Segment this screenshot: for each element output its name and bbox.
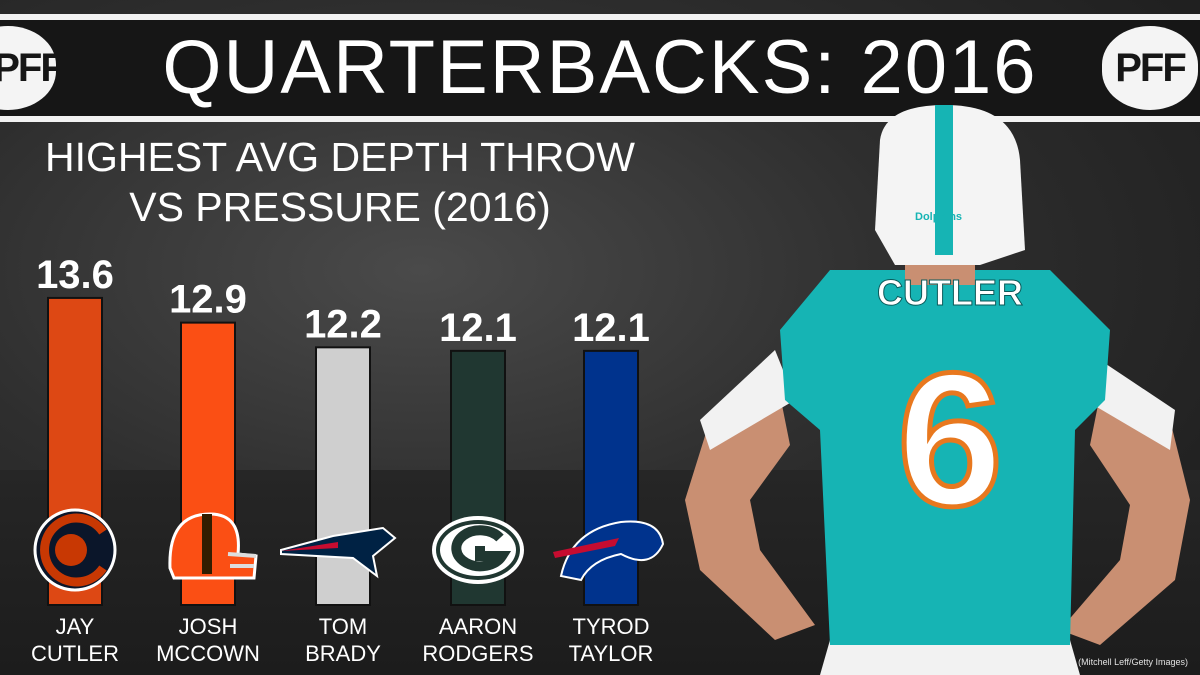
- bar-value-label: 13.6: [36, 253, 114, 297]
- pff-logo-text: PFF: [0, 45, 65, 90]
- bar-value-label: 12.1: [572, 306, 650, 350]
- bar-category-label: AARON: [439, 614, 517, 639]
- pff-logo-right: PFF: [1102, 26, 1198, 110]
- bar-tom-brady: [315, 346, 371, 606]
- chart-title: HIGHEST AVG DEPTH THROW VS PRESSURE (201…: [20, 132, 660, 232]
- chart-title-line-1: HIGHEST AVG DEPTH THROW: [44, 134, 635, 180]
- bar-category-label: RODGERS: [422, 641, 533, 666]
- jersey-name: CUTLER: [877, 272, 1023, 313]
- player-jersey: [780, 270, 1110, 645]
- photo-credit: (Mitchell Leff/Getty Images): [1078, 657, 1188, 667]
- bills-logo-icon: [553, 520, 665, 582]
- helmet-text: Dolphins: [915, 211, 962, 223]
- bar-category-label: JAY: [56, 614, 95, 639]
- bar-value-label: 12.1: [439, 306, 517, 350]
- bar-category-label: CUTLER: [31, 641, 119, 666]
- packers-logo-icon: [432, 516, 524, 584]
- bar-category-label: TAYLOR: [569, 641, 654, 666]
- patriots-logo-icon: [280, 526, 397, 579]
- player-left-sleeve: [700, 350, 795, 450]
- header-band: [0, 14, 1200, 122]
- bar-category-label: BRADY: [305, 641, 381, 666]
- player-shorts: [820, 640, 1080, 675]
- helmet-stripe: [935, 105, 953, 255]
- chart-title-line-2: VS PRESSURE (2016): [129, 184, 551, 230]
- bar-value-label: 12.2: [304, 302, 382, 346]
- bar-category-label: TOM: [319, 614, 367, 639]
- browns-helmet-icon: [168, 512, 258, 580]
- player-photo: Dolphins CUTLER 6: [685, 105, 1190, 675]
- page-title: QUARTERBACKS: 2016: [162, 25, 1038, 110]
- bears-logo-icon: [33, 508, 117, 592]
- bar-value-label: 12.9: [169, 278, 247, 322]
- bar-category-label: MCCOWN: [156, 641, 260, 666]
- player-right-sleeve: [1085, 360, 1175, 450]
- bar-category-label: JOSH: [179, 614, 238, 639]
- bar-category-label: TYROD: [573, 614, 650, 639]
- pff-logo-text: PFF: [1115, 45, 1187, 90]
- jersey-number: 6: [897, 334, 1003, 546]
